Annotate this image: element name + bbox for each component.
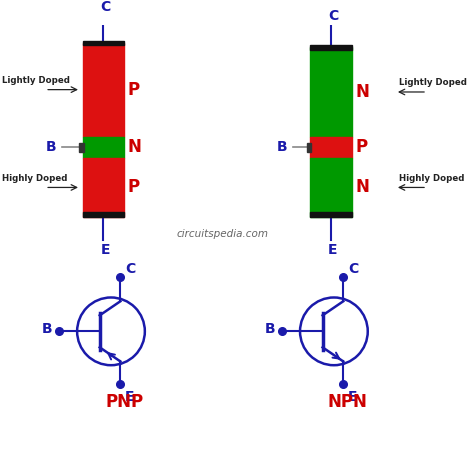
Text: B: B [46,140,56,154]
Bar [83,43,124,137]
Bar [83,212,124,217]
Text: P: P [128,81,140,99]
Text: Lightly Doped: Lightly Doped [2,76,70,85]
Text: N: N [128,138,142,157]
Bar [310,45,352,50]
Bar [83,137,124,158]
Text: N: N [356,178,369,197]
Text: Highly Doped: Highly Doped [399,174,464,183]
Text: Highly Doped: Highly Doped [2,174,67,183]
Text: circuitspedia.com: circuitspedia.com [177,228,269,238]
Text: C: C [125,262,136,276]
Text: Lightly Doped: Lightly Doped [399,78,467,87]
Text: B: B [265,322,275,336]
Text: P: P [128,178,140,197]
Bar [79,143,84,152]
Text: E: E [348,390,357,404]
Text: C: C [348,262,358,276]
Text: N: N [356,83,369,101]
Text: E: E [328,243,337,257]
Bar [310,47,352,137]
Text: P: P [356,138,368,157]
Bar [310,212,352,217]
Bar [83,41,124,45]
Bar [310,158,352,217]
Bar [83,158,124,217]
Text: C: C [100,0,110,15]
Bar [310,137,352,158]
Text: E: E [100,243,110,257]
Text: PNP: PNP [105,393,143,410]
Text: B: B [277,140,288,154]
Text: NPN: NPN [327,393,367,410]
Bar [307,143,311,152]
Text: B: B [42,322,53,336]
Text: E: E [125,390,135,404]
Text: C: C [328,9,338,23]
